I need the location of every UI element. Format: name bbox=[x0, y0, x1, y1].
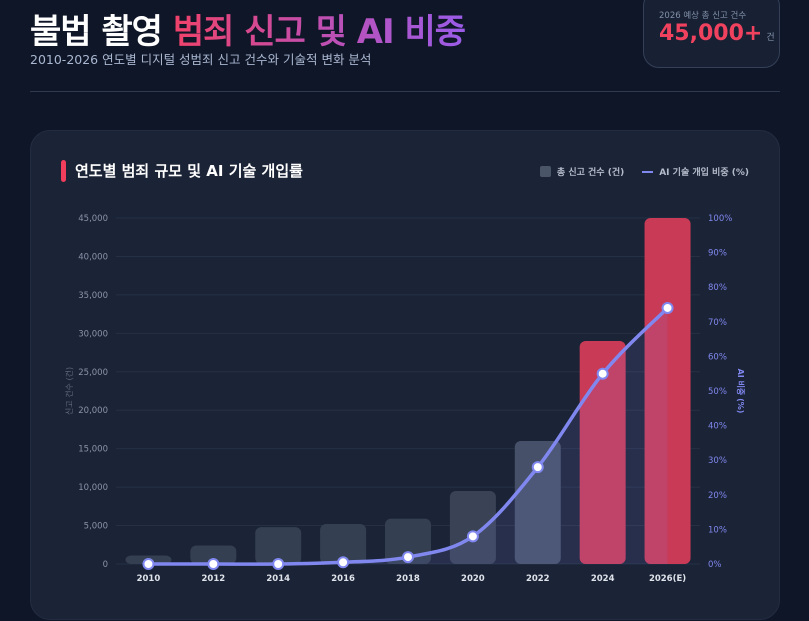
y2-tick-label: 70% bbox=[708, 318, 727, 328]
y2-axis-label: AI 비중 (%) bbox=[736, 369, 746, 414]
bar bbox=[255, 527, 302, 564]
page-subtitle: 2010-2026 연도별 디지털 성범죄 신고 건수와 기술적 변화 분석 bbox=[30, 52, 372, 67]
x-tick-label: 2022 bbox=[526, 574, 550, 584]
legend-line-swatch bbox=[642, 170, 654, 173]
line-point bbox=[661, 301, 674, 314]
bar bbox=[190, 545, 237, 564]
line-point bbox=[596, 367, 609, 380]
x-tick-label: 2020 bbox=[461, 574, 485, 584]
line-point bbox=[337, 556, 350, 569]
y-tick-label: 45,000 bbox=[78, 214, 108, 224]
y2-tick-label: 10% bbox=[708, 525, 727, 535]
page-title: 불법 촬영 범죄 신고 및 AI 비중 bbox=[30, 4, 466, 53]
bar bbox=[514, 440, 561, 564]
line-point bbox=[531, 461, 544, 474]
title-white: 불법 촬영 bbox=[30, 12, 163, 52]
chart-title: 연도별 범죄 규모 및 AI 기술 개입률 bbox=[61, 160, 303, 182]
line-point bbox=[272, 558, 285, 570]
y2-tick-label: 60% bbox=[708, 352, 727, 362]
y-tick-label: 15,000 bbox=[78, 445, 108, 455]
x-tick-label: 2010 bbox=[137, 574, 161, 584]
y2-tick-label: 50% bbox=[708, 387, 727, 397]
x-tick-label: 2024 bbox=[591, 574, 615, 584]
legend-bar-swatch bbox=[539, 166, 551, 177]
y2-tick-label: 20% bbox=[708, 491, 727, 501]
stat-label: 2026 예상 총 신고 건수 bbox=[659, 11, 747, 21]
x-tick-label: 2018 bbox=[396, 574, 420, 584]
bar bbox=[579, 341, 626, 564]
bar bbox=[320, 524, 367, 564]
y-tick-label: 35,000 bbox=[78, 291, 108, 301]
bar bbox=[644, 218, 691, 564]
y-tick-label: 5,000 bbox=[84, 522, 108, 532]
y-tick-label: 0 bbox=[103, 560, 108, 570]
y-tick-label: 20,000 bbox=[78, 406, 108, 416]
stat-card: 2026 예상 총 신고 건수 45,000+ 건 bbox=[643, 0, 780, 68]
line-point bbox=[142, 558, 155, 570]
y2-tick-label: 30% bbox=[708, 456, 727, 466]
legend-bar-label: 총 신고 건수 (건) bbox=[556, 168, 625, 178]
y-tick-label: 30,000 bbox=[78, 329, 108, 339]
y-tick-label: 25,000 bbox=[78, 368, 108, 378]
x-tick-label: 2012 bbox=[201, 574, 225, 584]
bar bbox=[385, 518, 431, 564]
line-point bbox=[466, 530, 479, 543]
divider bbox=[30, 91, 780, 92]
bar bbox=[449, 490, 496, 564]
y2-tick-label: 80% bbox=[708, 283, 727, 293]
stat-unit: 건 bbox=[766, 33, 775, 43]
line-area bbox=[148, 307, 668, 565]
y-tick-label: 10,000 bbox=[78, 483, 108, 493]
y-tick-label: 40,000 bbox=[78, 252, 108, 262]
line-point bbox=[402, 551, 414, 564]
stat-value: 45,000+ bbox=[659, 21, 763, 46]
title-gradient: 범죄 신고 및 AI 비중 bbox=[172, 12, 466, 52]
line-series bbox=[148, 306, 669, 566]
legend: 총 신고 건수 (건) AI 기술 개입 비중 (%) bbox=[539, 165, 749, 178]
y-axis-label: 신고 건수 (건) bbox=[64, 367, 74, 415]
y2-tick-label: 40% bbox=[708, 422, 727, 432]
y2-tick-label: 100% bbox=[708, 214, 732, 224]
y2-tick-label: 0% bbox=[708, 560, 722, 570]
x-tick-label: 2014 bbox=[266, 574, 290, 584]
x-tick-label: 2026(E) bbox=[649, 574, 686, 584]
x-tick-label: 2016 bbox=[331, 574, 355, 584]
y2-tick-label: 90% bbox=[708, 249, 727, 259]
line-point bbox=[207, 558, 220, 570]
legend-line-label: AI 기술 개입 비중 (%) bbox=[659, 168, 749, 178]
